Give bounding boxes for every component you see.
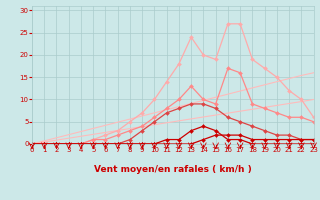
X-axis label: Vent moyen/en rafales ( km/h ): Vent moyen/en rafales ( km/h )	[94, 165, 252, 174]
